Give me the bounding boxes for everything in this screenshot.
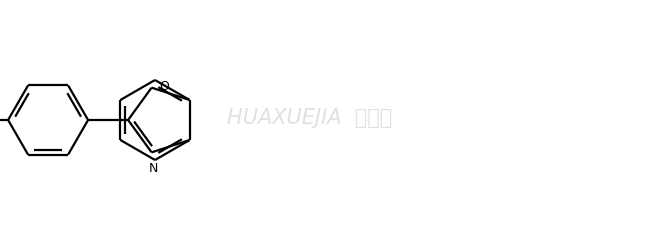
- Text: HUAXUEJIA  化学加: HUAXUEJIA 化学加: [227, 108, 393, 128]
- Text: O: O: [159, 80, 169, 93]
- Text: N: N: [149, 162, 158, 175]
